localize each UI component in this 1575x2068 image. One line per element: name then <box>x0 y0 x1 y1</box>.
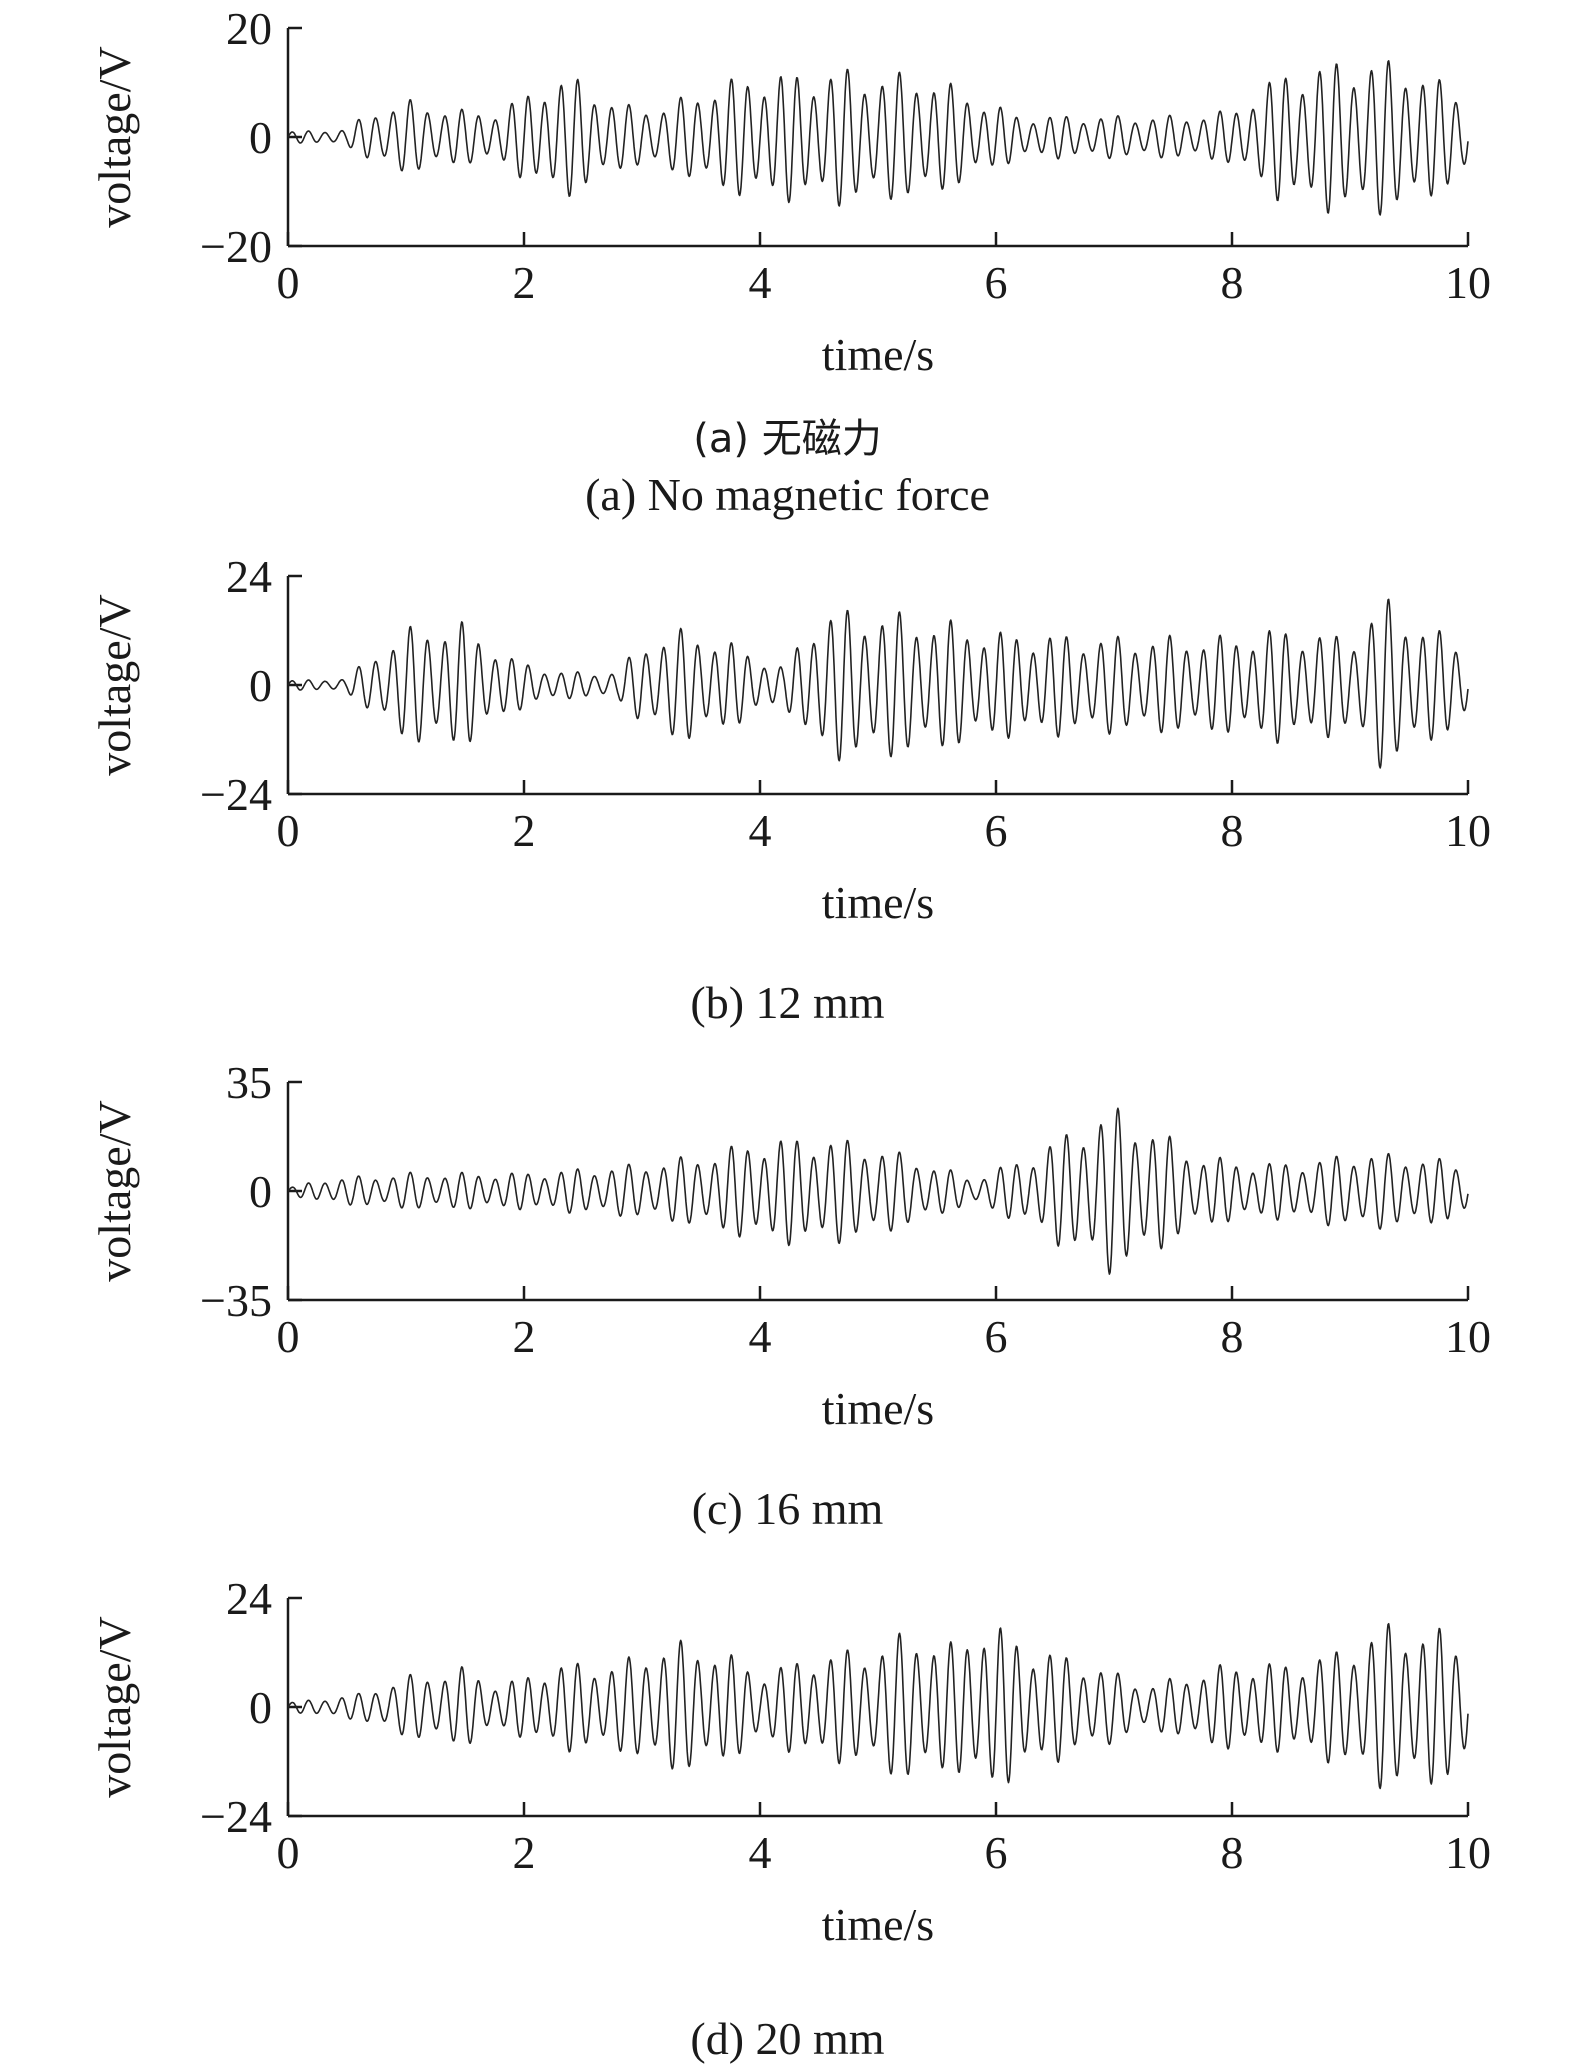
voltage-trace-a <box>287 60 1469 216</box>
caption-a-en: (a) No magnetic force <box>585 469 990 520</box>
y-tick-label: 0 <box>249 1166 272 1217</box>
voltage-trace-b <box>287 598 1469 769</box>
x-axis-label: time/s <box>822 329 934 380</box>
y-tick-label: −24 <box>200 1791 272 1842</box>
x-tick-label: 0 <box>277 1827 300 1878</box>
caption-b: (b) 12 mm <box>690 977 885 1028</box>
y-axis-label: voltage/V <box>89 1100 140 1281</box>
caption-d: (d) 20 mm <box>690 2013 885 2064</box>
y-tick-label: 0 <box>249 1682 272 1733</box>
x-axis-label: time/s <box>822 877 934 928</box>
x-tick-label: 0 <box>277 1311 300 1362</box>
x-tick-label: 0 <box>277 257 300 308</box>
x-tick-label: 6 <box>985 257 1008 308</box>
x-tick-label: 8 <box>1221 257 1244 308</box>
y-tick-label: −35 <box>200 1275 272 1326</box>
panel-c: 0 2 4 6 8 10 −35 0 35 time/s voltage/V (c) 16 mm <box>0 1054 1575 1534</box>
y-tick-label: 0 <box>249 112 272 163</box>
x-tick-label: 4 <box>749 1311 772 1362</box>
x-tick-label: 6 <box>985 805 1008 856</box>
y-tick-label: 24 <box>226 551 272 602</box>
x-tick-label: 2 <box>513 805 536 856</box>
x-tick-label: 2 <box>513 1311 536 1362</box>
y-tick-label: 24 <box>226 1573 272 1624</box>
x-tick-label: 2 <box>513 257 536 308</box>
y-tick-label: 20 <box>226 3 272 54</box>
x-tick-label: 10 <box>1445 805 1491 856</box>
y-tick-label: −24 <box>200 769 272 820</box>
y-tick-label: 35 <box>226 1057 272 1108</box>
x-tick-label: 8 <box>1221 1311 1244 1362</box>
y-tick-label: 0 <box>249 660 272 711</box>
x-tick-label: 0 <box>277 805 300 856</box>
panel-d: 0 2 4 6 8 10 −24 0 24 time/s voltage/V (d) 20 mm <box>0 1570 1575 2064</box>
y-axis-label: voltage/V <box>89 1616 140 1797</box>
x-tick-label: 4 <box>749 257 772 308</box>
caption-a-cn: (a) 无磁力 <box>693 416 882 462</box>
x-tick-label: 6 <box>985 1827 1008 1878</box>
panel-b: 0 2 4 6 8 10 −24 0 24 time/s voltage/V (b) 12 mm <box>0 548 1575 1028</box>
y-axis-label: voltage/V <box>89 594 140 775</box>
y-tick-label: −20 <box>200 221 272 272</box>
x-tick-label: 6 <box>985 1311 1008 1362</box>
x-tick-label: 8 <box>1221 1827 1244 1878</box>
x-tick-label: 4 <box>749 1827 772 1878</box>
x-tick-label: 2 <box>513 1827 536 1878</box>
panel-a: 0 2 4 6 8 10 −20 0 20 time/s voltage/V (a) 无磁力 (a)… <box>0 0 1575 520</box>
x-axis-label: time/s <box>822 1899 934 1950</box>
x-tick-label: 10 <box>1445 257 1491 308</box>
x-tick-label: 8 <box>1221 805 1244 856</box>
x-axis-label: time/s <box>822 1383 934 1434</box>
voltage-trace-c <box>287 1107 1469 1275</box>
caption-c: (c) 16 mm <box>691 1483 884 1534</box>
x-tick-label: 10 <box>1445 1827 1491 1878</box>
voltage-trace-d <box>287 1622 1469 1790</box>
x-tick-label: 10 <box>1445 1311 1491 1362</box>
x-tick-label: 4 <box>749 805 772 856</box>
y-axis-label: voltage/V <box>89 46 140 227</box>
